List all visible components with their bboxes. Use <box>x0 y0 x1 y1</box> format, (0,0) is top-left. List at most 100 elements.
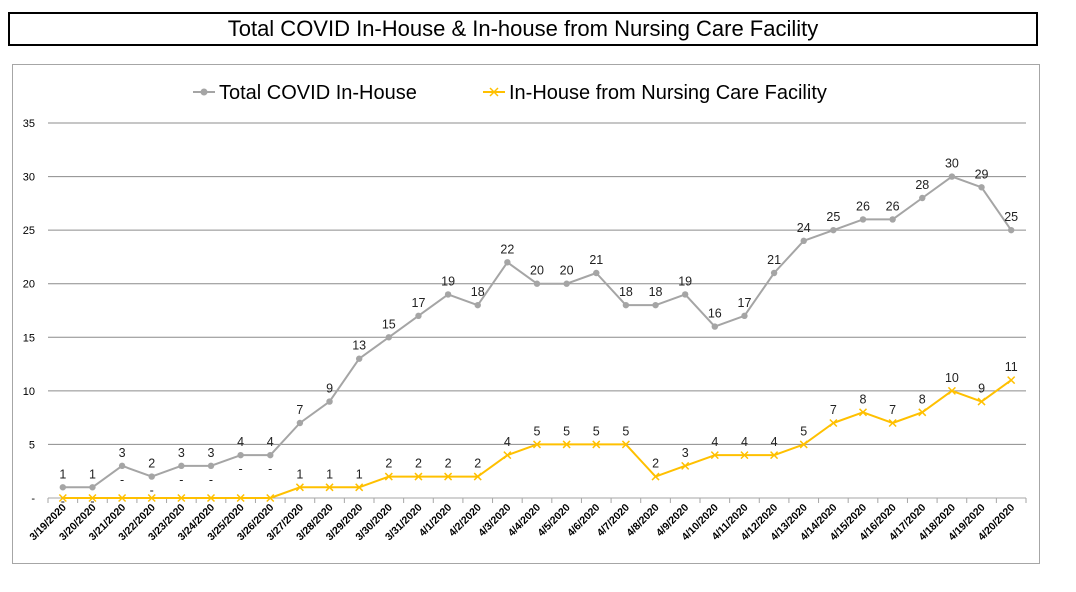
data-label: 18 <box>619 285 633 299</box>
data-point <box>888 418 897 428</box>
data-point <box>800 237 807 245</box>
data-label: 4 <box>711 435 718 449</box>
data-label: 5 <box>593 424 600 438</box>
data-point <box>533 280 541 287</box>
data-point <box>711 323 719 330</box>
data-point <box>681 291 689 298</box>
data-label: 19 <box>678 274 692 288</box>
data-label: 17 <box>738 296 752 310</box>
data-label: 9 <box>978 382 985 396</box>
data-point <box>681 461 690 470</box>
data-label: - <box>90 494 94 508</box>
data-label: 9 <box>326 382 333 396</box>
data-point <box>474 301 481 309</box>
data-label: 10 <box>945 371 959 385</box>
data-label: 11 <box>1005 360 1018 374</box>
data-point <box>651 472 660 481</box>
data-label: - <box>61 494 65 508</box>
data-label: 16 <box>708 307 722 321</box>
series-line <box>62 379 1012 499</box>
data-point <box>563 280 570 287</box>
data-point <box>266 493 275 503</box>
data-label: 5 <box>622 424 629 438</box>
data-label: 26 <box>886 199 900 213</box>
data-label: 2 <box>474 457 481 471</box>
data-label: 1 <box>59 467 66 481</box>
data-label: 17 <box>412 296 426 310</box>
data-point <box>621 440 630 449</box>
data-point <box>59 484 67 491</box>
data-point <box>770 451 779 460</box>
data-point <box>177 493 186 503</box>
data-label: - <box>150 484 154 498</box>
data-point <box>206 493 216 503</box>
data-label: 21 <box>767 253 781 267</box>
data-label: 18 <box>649 285 663 299</box>
data-point <box>384 472 393 481</box>
data-point <box>562 440 571 449</box>
y-tick-label: 20 <box>23 279 35 291</box>
data-label: 28 <box>915 178 929 192</box>
data-point <box>295 483 304 492</box>
data-point <box>919 194 926 202</box>
data-label: 2 <box>445 457 452 471</box>
data-label: 4 <box>771 435 778 449</box>
data-label: - <box>209 473 213 487</box>
data-label: 19 <box>441 274 455 288</box>
data-label: 8 <box>919 392 926 406</box>
data-point <box>918 408 927 417</box>
data-point <box>532 440 542 449</box>
data-point <box>444 291 452 298</box>
data-point <box>799 440 808 449</box>
data-point <box>1007 226 1015 234</box>
data-label: 3 <box>208 446 215 460</box>
line-chart: -51015202530353/19/20203/20/20203/21/202… <box>23 82 1027 543</box>
data-point <box>652 301 659 309</box>
data-point <box>58 493 67 503</box>
data-point <box>593 269 600 277</box>
legend-marker <box>489 87 499 97</box>
data-label: 13 <box>352 339 366 353</box>
data-point <box>178 462 185 470</box>
data-label: 8 <box>860 392 867 406</box>
data-label: 18 <box>471 285 485 299</box>
legend-marker <box>200 88 208 96</box>
data-point <box>237 451 244 459</box>
data-label: 30 <box>945 157 959 171</box>
data-label: 7 <box>296 403 303 417</box>
data-point <box>147 493 156 503</box>
data-point <box>88 493 97 503</box>
data-point <box>978 184 985 191</box>
data-point <box>118 493 127 503</box>
data-label: 1 <box>89 467 96 481</box>
data-label: 2 <box>652 457 659 471</box>
data-label: 21 <box>589 253 603 267</box>
data-label: 25 <box>1004 210 1018 224</box>
data-label: 29 <box>975 167 989 181</box>
data-label: 5 <box>563 424 570 438</box>
data-label: 4 <box>741 435 748 449</box>
data-point <box>355 483 364 492</box>
y-tick-label: 5 <box>29 439 35 451</box>
y-tick-label: 30 <box>23 172 35 184</box>
data-label: 1 <box>356 467 363 481</box>
data-point <box>267 451 274 459</box>
data-point <box>236 493 245 503</box>
data-point <box>1007 376 1016 385</box>
y-tick-label: - <box>31 493 35 505</box>
data-point <box>355 355 363 362</box>
data-point <box>740 451 749 460</box>
data-point <box>504 259 511 266</box>
legend-label: In-House from Nursing Care Facility <box>509 82 827 104</box>
data-point <box>859 216 867 223</box>
data-label: - <box>179 473 183 487</box>
data-label: 4 <box>267 435 274 449</box>
data-label: - <box>120 473 124 487</box>
data-label: 3 <box>119 446 126 460</box>
data-label: 3 <box>682 446 689 460</box>
data-point <box>889 216 896 223</box>
chart-area: -5 10 15 20 25 30 35 3/19/2020 3/20/2020 3/21/202… <box>12 64 1040 564</box>
data-point <box>148 473 155 480</box>
data-label: 24 <box>797 221 811 235</box>
data-point <box>947 386 956 395</box>
